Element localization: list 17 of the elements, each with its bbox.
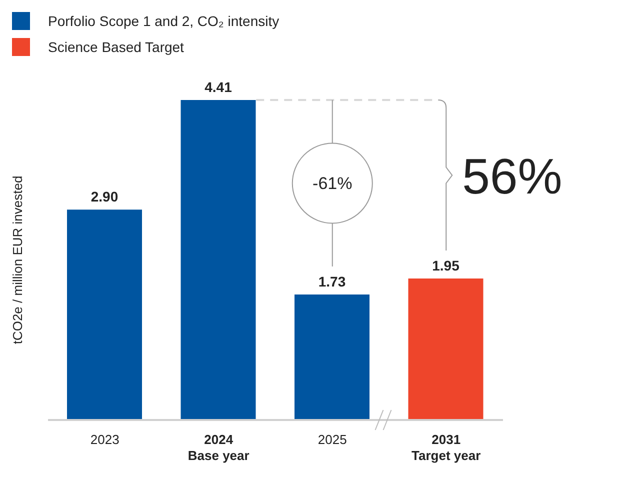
bar — [180, 100, 256, 420]
data-label: 2.90 — [90, 188, 118, 205]
bar — [408, 278, 484, 420]
x-tick-label: 2025 — [318, 432, 347, 447]
data-label: 1.73 — [318, 273, 346, 290]
annotation: 56% — [462, 148, 562, 204]
legend-label: Science Based Target — [48, 39, 184, 55]
data-label: 4.41 — [204, 79, 232, 95]
annotation: -61% — [312, 174, 352, 194]
bar — [294, 294, 370, 420]
bar — [67, 210, 142, 420]
data-label: 1.95 — [432, 258, 460, 274]
x-tick-label: 2023 — [90, 432, 120, 447]
legend-label: Porfolio Scope 1 and 2, CO₂ intensity — [48, 13, 280, 29]
y-axis-title: tCO2e / million EUR invested — [10, 176, 25, 344]
x-tick-label: 2024 Base year — [188, 432, 250, 463]
x-tick-label: 2031 Target year — [412, 432, 481, 463]
